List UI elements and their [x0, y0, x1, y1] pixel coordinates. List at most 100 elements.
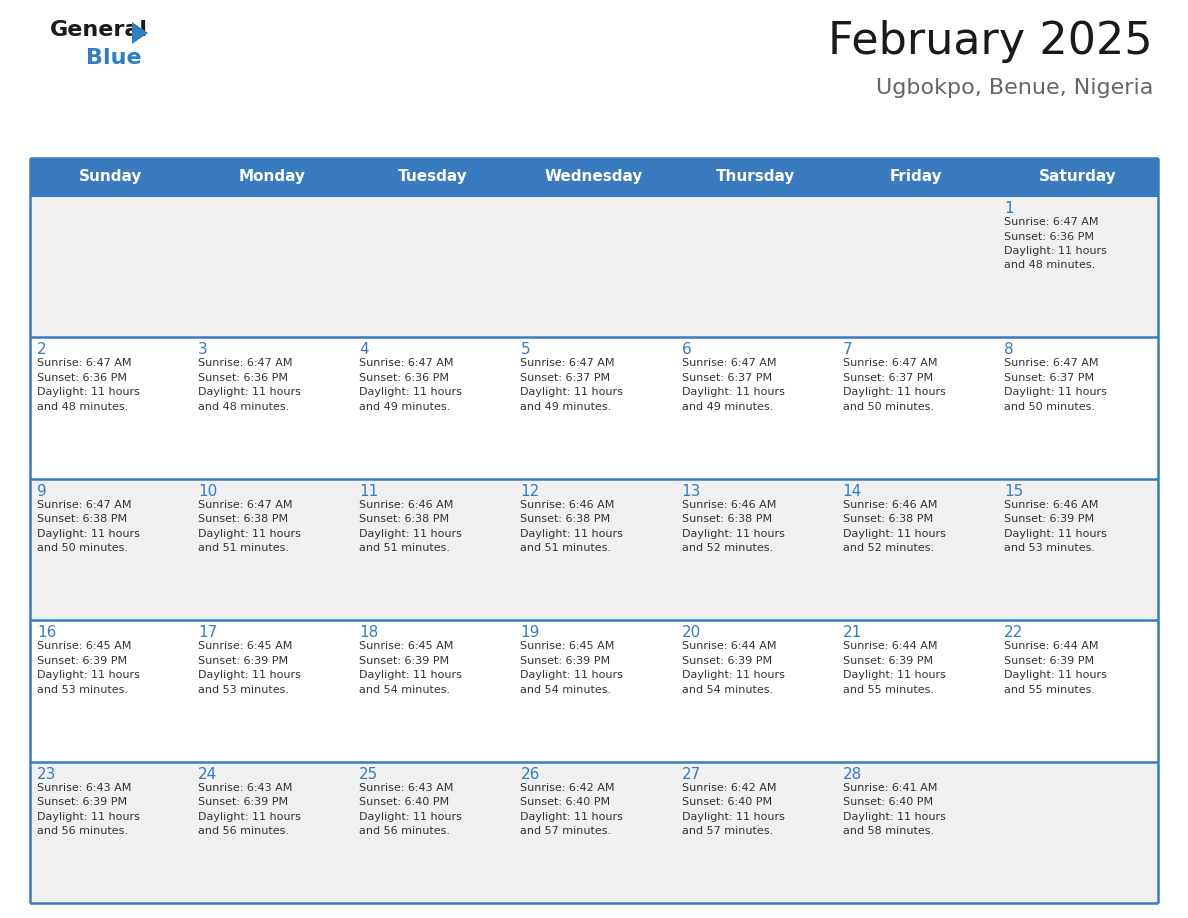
Text: Sunset: 6:39 PM: Sunset: 6:39 PM: [37, 797, 127, 807]
Text: 19: 19: [520, 625, 539, 640]
Text: Sunset: 6:37 PM: Sunset: 6:37 PM: [520, 373, 611, 383]
Text: Sunrise: 6:46 AM: Sunrise: 6:46 AM: [682, 499, 776, 509]
Text: and 53 minutes.: and 53 minutes.: [37, 685, 128, 695]
Text: Sunset: 6:36 PM: Sunset: 6:36 PM: [359, 373, 449, 383]
Bar: [30, 338, 1158, 479]
Text: 25: 25: [359, 767, 379, 781]
Text: Sunrise: 6:45 AM: Sunrise: 6:45 AM: [37, 641, 132, 651]
Text: and 54 minutes.: and 54 minutes.: [359, 685, 450, 695]
Text: 1: 1: [1004, 201, 1013, 216]
Text: and 57 minutes.: and 57 minutes.: [682, 826, 772, 836]
Text: Sunset: 6:39 PM: Sunset: 6:39 PM: [37, 655, 127, 666]
Text: Sunrise: 6:46 AM: Sunrise: 6:46 AM: [1004, 499, 1098, 509]
Text: Sunrise: 6:47 AM: Sunrise: 6:47 AM: [198, 499, 292, 509]
Text: and 56 minutes.: and 56 minutes.: [198, 826, 289, 836]
Text: Sunday: Sunday: [78, 170, 143, 185]
Text: 18: 18: [359, 625, 379, 640]
Text: Daylight: 11 hours: Daylight: 11 hours: [520, 812, 624, 822]
Text: 7: 7: [842, 342, 852, 357]
Text: 9: 9: [37, 484, 46, 498]
Text: Wednesday: Wednesday: [545, 170, 643, 185]
Text: Sunset: 6:39 PM: Sunset: 6:39 PM: [1004, 514, 1094, 524]
Text: Sunrise: 6:45 AM: Sunrise: 6:45 AM: [520, 641, 615, 651]
Text: Sunrise: 6:43 AM: Sunrise: 6:43 AM: [198, 783, 292, 792]
Text: Sunset: 6:40 PM: Sunset: 6:40 PM: [842, 797, 933, 807]
Text: Sunrise: 6:45 AM: Sunrise: 6:45 AM: [198, 641, 292, 651]
Text: 28: 28: [842, 767, 862, 781]
Text: Sunset: 6:37 PM: Sunset: 6:37 PM: [682, 373, 772, 383]
Text: 27: 27: [682, 767, 701, 781]
Text: 16: 16: [37, 625, 56, 640]
Text: and 54 minutes.: and 54 minutes.: [682, 685, 772, 695]
Text: Daylight: 11 hours: Daylight: 11 hours: [842, 670, 946, 680]
Text: Sunset: 6:37 PM: Sunset: 6:37 PM: [1004, 373, 1094, 383]
Text: Sunset: 6:39 PM: Sunset: 6:39 PM: [842, 655, 933, 666]
Text: Sunrise: 6:45 AM: Sunrise: 6:45 AM: [359, 641, 454, 651]
Text: Sunrise: 6:46 AM: Sunrise: 6:46 AM: [842, 499, 937, 509]
Text: 20: 20: [682, 625, 701, 640]
Text: Thursday: Thursday: [715, 170, 795, 185]
Text: and 52 minutes.: and 52 minutes.: [842, 543, 934, 554]
Text: Sunrise: 6:47 AM: Sunrise: 6:47 AM: [1004, 358, 1099, 368]
Text: Sunset: 6:38 PM: Sunset: 6:38 PM: [842, 514, 933, 524]
Text: Sunset: 6:40 PM: Sunset: 6:40 PM: [520, 797, 611, 807]
Text: Sunrise: 6:47 AM: Sunrise: 6:47 AM: [198, 358, 292, 368]
Text: Daylight: 11 hours: Daylight: 11 hours: [359, 812, 462, 822]
Text: 22: 22: [1004, 625, 1023, 640]
Text: Sunrise: 6:42 AM: Sunrise: 6:42 AM: [520, 783, 615, 792]
Bar: [30, 621, 1158, 762]
Text: and 48 minutes.: and 48 minutes.: [1004, 261, 1095, 271]
Text: 24: 24: [198, 767, 217, 781]
Text: and 50 minutes.: and 50 minutes.: [842, 402, 934, 412]
Text: Sunrise: 6:47 AM: Sunrise: 6:47 AM: [359, 358, 454, 368]
Text: Sunset: 6:40 PM: Sunset: 6:40 PM: [359, 797, 449, 807]
Text: Sunrise: 6:46 AM: Sunrise: 6:46 AM: [359, 499, 454, 509]
Text: Daylight: 11 hours: Daylight: 11 hours: [842, 529, 946, 539]
Text: Tuesday: Tuesday: [398, 170, 468, 185]
Text: 13: 13: [682, 484, 701, 498]
Text: 6: 6: [682, 342, 691, 357]
Text: 26: 26: [520, 767, 539, 781]
Text: and 48 minutes.: and 48 minutes.: [37, 402, 128, 412]
Text: 21: 21: [842, 625, 862, 640]
Text: 4: 4: [359, 342, 369, 357]
Text: and 49 minutes.: and 49 minutes.: [682, 402, 773, 412]
Bar: [30, 479, 1158, 621]
Text: and 51 minutes.: and 51 minutes.: [520, 543, 612, 554]
Text: Saturday: Saturday: [1038, 170, 1117, 185]
Text: Daylight: 11 hours: Daylight: 11 hours: [37, 670, 140, 680]
Text: Sunset: 6:36 PM: Sunset: 6:36 PM: [198, 373, 289, 383]
Text: 2: 2: [37, 342, 46, 357]
Text: Sunrise: 6:47 AM: Sunrise: 6:47 AM: [842, 358, 937, 368]
Text: Daylight: 11 hours: Daylight: 11 hours: [842, 387, 946, 397]
Text: Sunset: 6:39 PM: Sunset: 6:39 PM: [198, 797, 289, 807]
Text: Sunset: 6:39 PM: Sunset: 6:39 PM: [520, 655, 611, 666]
Text: and 58 minutes.: and 58 minutes.: [842, 826, 934, 836]
Text: Sunrise: 6:44 AM: Sunrise: 6:44 AM: [842, 641, 937, 651]
Text: Daylight: 11 hours: Daylight: 11 hours: [359, 529, 462, 539]
Text: Sunrise: 6:43 AM: Sunrise: 6:43 AM: [37, 783, 132, 792]
Text: and 51 minutes.: and 51 minutes.: [198, 543, 289, 554]
Text: 11: 11: [359, 484, 379, 498]
Text: Sunrise: 6:47 AM: Sunrise: 6:47 AM: [37, 499, 132, 509]
Text: Daylight: 11 hours: Daylight: 11 hours: [198, 812, 301, 822]
Text: Sunset: 6:38 PM: Sunset: 6:38 PM: [37, 514, 127, 524]
Polygon shape: [132, 22, 148, 44]
Text: Daylight: 11 hours: Daylight: 11 hours: [37, 812, 140, 822]
Text: Daylight: 11 hours: Daylight: 11 hours: [359, 387, 462, 397]
Text: 8: 8: [1004, 342, 1013, 357]
Text: 17: 17: [198, 625, 217, 640]
Text: Daylight: 11 hours: Daylight: 11 hours: [520, 529, 624, 539]
Text: Sunset: 6:39 PM: Sunset: 6:39 PM: [682, 655, 772, 666]
Text: Sunset: 6:39 PM: Sunset: 6:39 PM: [1004, 655, 1094, 666]
Text: and 53 minutes.: and 53 minutes.: [198, 685, 289, 695]
Text: Daylight: 11 hours: Daylight: 11 hours: [520, 670, 624, 680]
Bar: [30, 196, 1158, 338]
Text: Daylight: 11 hours: Daylight: 11 hours: [37, 387, 140, 397]
Text: and 51 minutes.: and 51 minutes.: [359, 543, 450, 554]
Text: Sunset: 6:36 PM: Sunset: 6:36 PM: [1004, 231, 1094, 241]
Text: Sunrise: 6:44 AM: Sunrise: 6:44 AM: [1004, 641, 1099, 651]
Text: Sunrise: 6:43 AM: Sunrise: 6:43 AM: [359, 783, 454, 792]
Text: and 56 minutes.: and 56 minutes.: [359, 826, 450, 836]
Text: Monday: Monday: [239, 170, 305, 185]
